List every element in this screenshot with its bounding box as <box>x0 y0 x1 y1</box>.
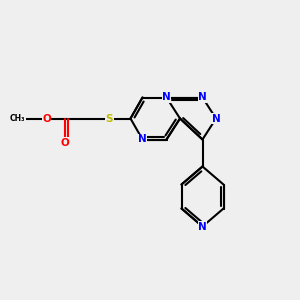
Text: N: N <box>198 92 207 103</box>
Text: N: N <box>198 221 207 232</box>
Text: O: O <box>42 113 51 124</box>
Text: O: O <box>60 137 69 148</box>
Text: N: N <box>212 113 220 124</box>
Text: N: N <box>162 92 171 103</box>
Text: CH₃: CH₃ <box>10 114 26 123</box>
Text: S: S <box>106 113 113 124</box>
Text: N: N <box>138 134 147 145</box>
